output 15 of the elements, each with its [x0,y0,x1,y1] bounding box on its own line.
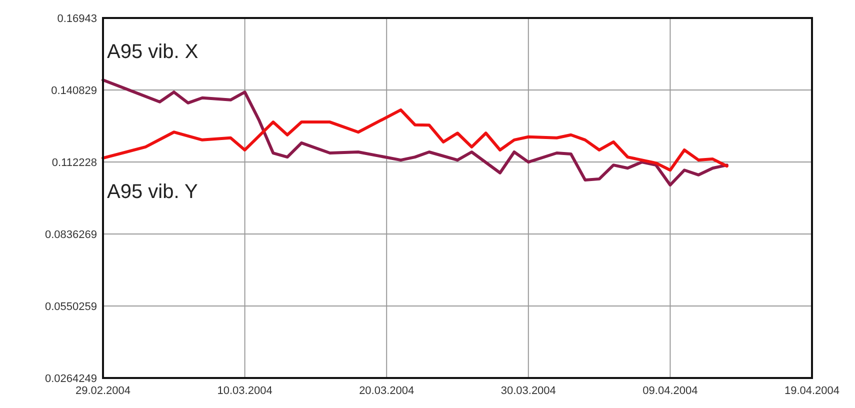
x-tick-label: 20.03.2004 [359,385,414,397]
x-tick-label: 10.03.2004 [217,385,272,397]
x-tick-label: 29.02.2004 [75,385,131,397]
line-series [102,108,728,172]
y-tick-label: 0.0264249 [45,372,97,385]
y-tick-label: 0.0550259 [45,300,97,313]
y-tick-label: 0.16943 [57,12,97,25]
y-tick-label: 0.0836269 [45,228,97,241]
x-tick-label: 09.04.2004 [642,385,698,397]
y-tick-label: 0.112228 [52,156,97,169]
x-tick-label: 19.04.2004 [784,385,840,397]
x-tick-label: 30.03.2004 [500,385,556,397]
series-label: A95 vib. Y [107,181,198,204]
y-tick-label: 0.140829 [51,84,97,97]
series-label: A95 vib. X [107,41,198,64]
